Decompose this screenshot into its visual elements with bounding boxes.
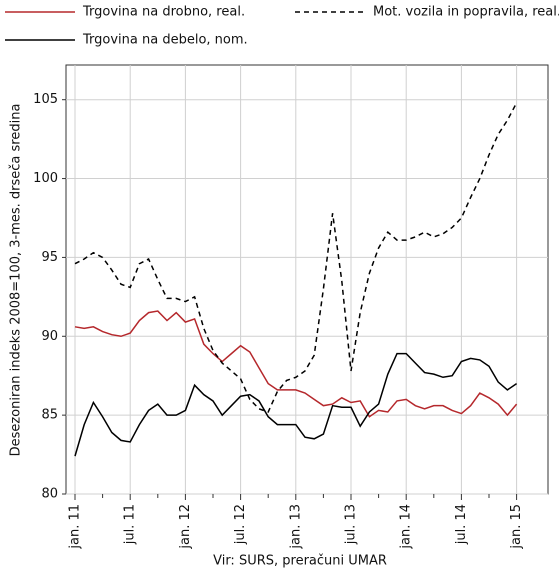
x-tick-label: jul. 13 [344,504,359,545]
x-tick-label: jan. 11 [68,504,83,550]
y-tick-label: 90 [41,329,58,344]
legend-label: Mot. vozila in popravila, real. [373,5,559,20]
x-tick-label: jan. 13 [288,504,303,550]
y-axis-label: Desezoniran indeks 2008=100, 3-mes. drse… [9,104,24,457]
y-tick-label: 105 [33,92,58,107]
x-tick-label: jul. 12 [233,504,248,545]
plot-frame [65,64,549,495]
x-tick-label: jan. 15 [509,504,524,550]
y-tick-label: 95 [41,250,58,265]
x-tick-label: jan. 12 [178,504,193,550]
x-tick-label: jan. 14 [399,504,414,550]
x-tick-label: jul. 11 [123,504,138,545]
y-tick-label: 80 [41,487,58,502]
series-line [74,352,518,457]
y-tick-label: 85 [41,408,58,423]
series-line [74,102,518,413]
y-tick-label: 100 [33,171,58,186]
series-line [74,310,518,418]
legend-label: Trgovina na debelo, nom. [82,33,248,48]
source: Vir: SURS, preračuni UMAR [213,554,387,569]
x-tick-label: jul. 14 [454,504,469,545]
legend-label: Trgovina na drobno, real. [82,5,245,20]
